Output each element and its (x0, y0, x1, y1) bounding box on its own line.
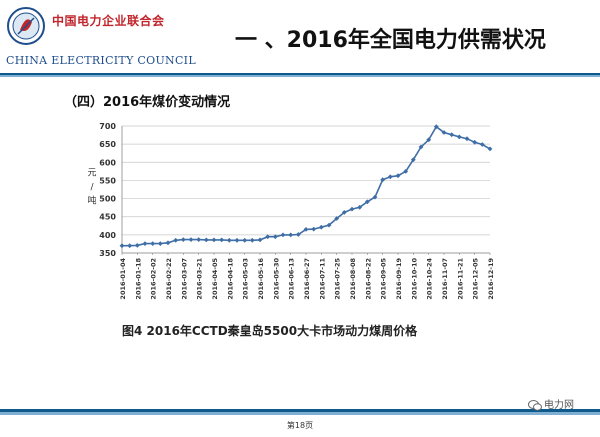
data-point (387, 174, 393, 180)
data-point (449, 132, 455, 138)
org-name: 中国电力企业联合会 (52, 14, 165, 28)
y-tick-label-700: 700 (99, 122, 116, 131)
y-axis-label-char: 吨 (87, 195, 96, 207)
data-point (272, 234, 278, 240)
x-tick-label: 2016-12-05 (472, 258, 480, 300)
x-tick-label: 2016-07-25 (334, 258, 342, 300)
data-point (188, 237, 194, 242)
data-point (203, 237, 209, 243)
data-point (280, 232, 286, 238)
data-point (479, 142, 485, 147)
x-tick-label: 2016-01-04 (119, 258, 127, 300)
x-tick-label: 2016-08-08 (349, 258, 357, 300)
y-tick-label-550: 550 (99, 176, 116, 185)
x-tick-label: 2016-04-18 (226, 258, 234, 300)
x-tick-label: 2016-07-11 (318, 258, 326, 300)
x-tick-label: 2016-03-21 (196, 258, 204, 300)
slide-title: 一 、2016年全国电力供需状况 (235, 28, 546, 53)
coal-price-line-chart: 350 400 450 500 550 600 650 700 元 / 吨 2016-01-04 201… (87, 122, 495, 300)
data-point (257, 237, 263, 243)
x-tick-label: 2016-01-18 (134, 258, 142, 300)
data-point (410, 157, 416, 163)
org-name-en: CHINA ELECTRICITY COUNCIL (6, 54, 196, 67)
x-tick-label: 2016-06-27 (303, 258, 311, 300)
figure-caption: 图4 2016年CCTD秦皇岛5500大卡市场动力煤周价格 (122, 324, 418, 338)
data-point (349, 206, 355, 212)
data-point (226, 237, 232, 243)
y-tick-label-500: 500 (99, 195, 116, 204)
data-point (127, 243, 133, 249)
x-tick-label: 2016-12-19 (487, 258, 495, 300)
x-tick-label: 2016-05-16 (257, 258, 265, 300)
data-point (426, 137, 432, 143)
x-tick-label: 2016-10-24 (426, 258, 434, 300)
data-point (441, 130, 447, 135)
y-axis-label-char: / (90, 183, 94, 193)
x-tick-label: 2016-11-07 (441, 258, 449, 300)
data-point (265, 234, 271, 240)
data-point (395, 173, 401, 179)
x-tick-label: 2016-05-03 (242, 258, 250, 300)
data-point (165, 240, 171, 246)
data-point (119, 243, 125, 249)
data-point (242, 237, 248, 243)
data-point (173, 237, 179, 243)
x-tick-label: 2016-02-02 (150, 258, 158, 300)
data-point (433, 124, 439, 130)
data-point (472, 139, 478, 145)
y-tick-label-450: 450 (99, 213, 116, 222)
x-tick-label: 2016-03-07 (180, 258, 188, 300)
wechat-icon (528, 399, 542, 411)
data-point (380, 177, 386, 183)
data-point (357, 204, 363, 210)
data-point (249, 237, 255, 243)
data-point (372, 194, 378, 200)
data-point (180, 237, 186, 242)
council-logo-icon (7, 7, 45, 45)
y-tick-label-600: 600 (99, 158, 116, 167)
data-point (295, 232, 301, 237)
data-point (334, 216, 340, 221)
x-tick-label: 2016-09-05 (380, 258, 388, 300)
data-point (364, 199, 370, 205)
data-point (418, 144, 424, 150)
data-point (311, 226, 317, 232)
y-tick-label-650: 650 (99, 140, 116, 149)
data-point (456, 134, 462, 140)
data-point (487, 146, 493, 152)
page-number: 第18页 (286, 421, 314, 430)
x-tick-label: 2016-04-05 (211, 258, 219, 300)
data-point (157, 241, 163, 246)
header-divider (0, 73, 600, 77)
footer-divider (0, 409, 600, 415)
data-point (219, 237, 225, 243)
data-point (234, 237, 240, 243)
data-point (464, 136, 470, 142)
data-point (211, 237, 217, 243)
x-tick-label: 2016-08-22 (364, 258, 372, 300)
y-tick-label-350: 350 (99, 249, 116, 258)
data-point (150, 241, 156, 246)
data-point (318, 224, 324, 230)
data-point (341, 210, 347, 215)
x-tick-label: 2016-09-19 (395, 258, 403, 300)
data-point (303, 227, 309, 232)
x-tick-label: 2016-02-22 (165, 258, 173, 300)
data-point (196, 237, 202, 242)
data-point (142, 241, 148, 246)
section-heading: （四）2016年煤价变动情况 (64, 95, 231, 110)
data-point (288, 232, 294, 238)
watermark-text: 电力网 (544, 400, 574, 411)
y-axis-label-char: 元 (87, 169, 96, 179)
y-tick-label-400: 400 (99, 231, 116, 240)
watermark: 电力网 (528, 396, 574, 411)
x-tick-label: 2016-11-21 (456, 258, 464, 300)
x-tick-label: 2016-06-13 (288, 258, 296, 300)
x-tick-label: 2016-10-10 (410, 258, 418, 300)
data-point (134, 243, 140, 248)
x-tick-label: 2016-05-30 (272, 258, 280, 300)
data-point (326, 222, 332, 228)
slide-header: 中国电力企业联合会 CHINA ELECTRICITY COUNCIL 一 、2… (0, 0, 600, 80)
